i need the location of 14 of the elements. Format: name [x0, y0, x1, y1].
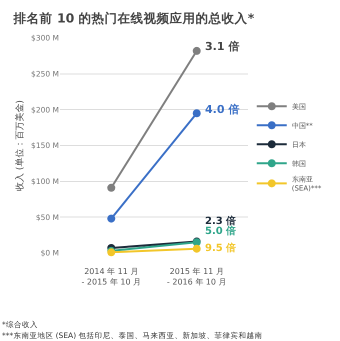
point: [192, 46, 201, 55]
point: [192, 244, 201, 253]
x-tick-label: 2015 年 11 月 - 2016 年 10 月: [166, 267, 227, 286]
point: [107, 184, 116, 192]
annotation: 2.3 倍: [205, 215, 236, 227]
chart-title: 排名前 10 的热门在线视频应用的总收入*: [12, 10, 255, 26]
annotation: 5.0 倍: [205, 225, 236, 237]
point: [192, 109, 201, 118]
annotation: 9.5 倍: [205, 242, 236, 254]
x-tick-label: 2014 年 11 月 - 2015 年 10 月: [81, 267, 142, 286]
annotation: 4.0 倍: [205, 103, 240, 116]
y-axis-title: 收入 (单位：百万美金): [14, 100, 26, 191]
point: [107, 214, 116, 223]
annotation: 3.1 倍: [205, 40, 240, 53]
